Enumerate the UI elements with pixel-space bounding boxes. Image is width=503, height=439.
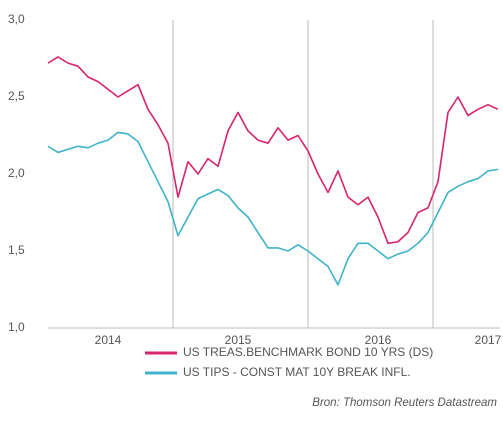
source-note: Bron: Thomson Reuters Datastream [312,397,497,409]
y-tick-label: 1,5 [8,243,25,257]
data-line [47,131,499,286]
data-line [47,56,499,245]
x-tick-label: 2015 [225,333,252,347]
legend-label: US TIPS - CONST MAT 10Y BREAK INFL. [183,365,411,379]
x-tick-label: 2016 [365,333,392,347]
y-tick-label: 3,0 [8,12,25,26]
y-tick-label: 2,0 [8,166,25,180]
legend-label: US TREAS.BENCHMARK BOND 10 YRS (DS) [183,345,433,359]
y-tick-label: 2,5 [8,89,25,103]
x-tick-label: 2017 [475,333,502,347]
y-tick-label: 1,0 [8,320,25,334]
x-tick-label: 2014 [95,333,122,347]
